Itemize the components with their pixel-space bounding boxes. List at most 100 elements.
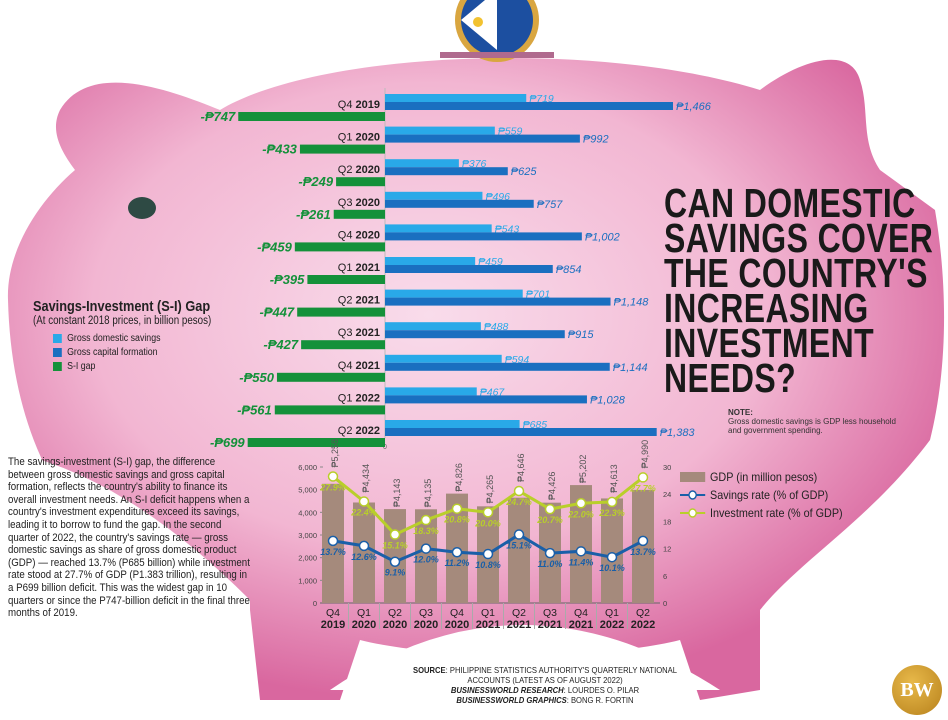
headline-line: NEEDS? (664, 355, 797, 401)
legend-item: Gross capital formation (53, 347, 220, 358)
capital-formation-value-label: ₱1,148 (614, 297, 650, 309)
gap-bar (247, 438, 385, 447)
right-tick-label: 18 (663, 517, 671, 526)
gdp-value-label: ₱5,258 (330, 439, 340, 468)
investment-rate-point (358, 496, 370, 507)
investment-rate-label: 22.0% (567, 509, 594, 519)
quarter-label: Q4 (338, 229, 356, 241)
capital-formation-bar (385, 330, 565, 339)
headline-line: SAVINGS COVER (664, 215, 934, 261)
investment-rate-point (606, 496, 618, 508)
gdp-bar (570, 485, 592, 603)
investment-rate-label: 24.7% (505, 497, 532, 507)
savings-rate-label: 11.0% (538, 559, 563, 569)
gdp-bar (632, 489, 654, 603)
gap-bar (299, 144, 385, 154)
left-tick-label: 4,000 (298, 508, 317, 517)
quarter-label: Q4 (338, 99, 356, 111)
year-label: 2021 (569, 619, 593, 631)
gdp-value-label: ₱5,202 (578, 455, 588, 484)
gap-value-label: -₱427 (263, 337, 298, 352)
category-label: Q2 2022 (338, 425, 380, 437)
quarter-label: Q2 (388, 607, 402, 619)
year-label: 2020 (352, 619, 376, 631)
legend-item: GDP (in million pesos) (680, 468, 843, 486)
year-label: 2020 (356, 164, 380, 176)
investment-rate-label: 18.3% (413, 526, 439, 536)
right-tick-label: 24 (663, 490, 671, 499)
legend-item: S-I gap (53, 361, 220, 372)
headline-line: INCREASING (664, 285, 869, 331)
capital-formation-value-label: ₱1,002 (585, 231, 620, 243)
right-tick-label: 12 (663, 545, 671, 554)
savings-bar (385, 159, 459, 168)
savings-rate-label: 11.2% (445, 558, 470, 568)
year-label: 2021 (476, 619, 500, 631)
savings-bar (385, 354, 502, 363)
savings-bar (385, 322, 481, 331)
note-text: Gross domestic savings is GDP less house… (728, 417, 896, 435)
gdp-value-label: ₱4,990 (640, 440, 650, 469)
quarter-label: Q1 (481, 607, 495, 619)
category-label: Q1 2022 (338, 392, 380, 404)
legend-label: Gross capital formation (67, 347, 158, 358)
left-tick-label: 3,000 (298, 531, 317, 540)
investment-rate-point (420, 514, 432, 526)
capital-formation-bar (385, 362, 610, 371)
quarter-label: Q3 (338, 327, 356, 339)
legend-item: Gross domestic savings (53, 333, 220, 344)
right-tick-label: 0 (663, 599, 667, 608)
right-tick-label: 30 (663, 463, 671, 472)
year-label: 2021 (356, 327, 380, 339)
quarter-label: Q2 (338, 295, 356, 307)
investment-rate-label: 27.7% (629, 483, 656, 493)
gap-value-label: -₱459 (257, 239, 292, 254)
source-text: PHILIPPINE STATISTICS AUTHORITY'S QUARTE… (449, 665, 678, 685)
savings-rate-label: 13.7% (630, 547, 656, 557)
savings-rate-point (451, 546, 463, 558)
legend-item: Investment rate (% of GDP) (680, 504, 843, 522)
left-tick-label: 6,000 (298, 463, 317, 472)
capital-formation-bar (385, 428, 657, 436)
gdp-value-label: ₱4,135 (423, 479, 433, 508)
savings-rate-point (358, 540, 370, 552)
savings-rate-point (637, 535, 649, 547)
investment-rate-point (513, 485, 525, 497)
investment-rate-point (544, 503, 556, 515)
capital-formation-bar (385, 167, 508, 176)
coin-icon (440, 0, 554, 62)
investment-rate-label: 27.9% (319, 483, 346, 493)
year-label: 2022 (356, 425, 380, 437)
quarter-label: Q2 (338, 164, 356, 176)
savings-bar (385, 191, 483, 200)
legend-label: Investment rate (% of GDP) (710, 506, 843, 520)
left-tick-label: 0 (313, 599, 317, 608)
savings-rate-label: 13.7% (320, 547, 346, 557)
gdp-bar (415, 509, 437, 603)
quarter-label: Q1 (338, 262, 356, 274)
capital-formation-bar (385, 102, 673, 110)
category-label: Q4 2021 (338, 360, 380, 372)
capital-formation-value-label: ₱915 (568, 329, 595, 341)
investment-rate-label: 20.0% (474, 518, 501, 528)
category-label: Q1 2021 (338, 262, 380, 274)
left-tick-label: 1,000 (298, 576, 317, 585)
chart-title: Savings-Investment (S-I) Gap (33, 298, 211, 315)
capital-formation-bar (385, 265, 553, 273)
year-label: 2019 (356, 99, 380, 111)
investment-rate-label: 22.3% (598, 508, 625, 518)
investment-rate-point (482, 507, 494, 518)
capital-formation-value-label: ₱1,028 (590, 394, 626, 406)
capital-formation-bar (385, 395, 587, 404)
gdp-bar (601, 498, 623, 603)
year-label: 2021 (356, 360, 380, 372)
savings-bar (385, 224, 492, 233)
investment-rate-point (389, 529, 401, 540)
savings-rate-point (482, 548, 494, 560)
quarter-label: Q1 (338, 392, 356, 404)
year-label: 2020 (356, 229, 380, 241)
quarter-label: Q2 (636, 607, 650, 619)
savings-rate-point (606, 551, 618, 563)
capital-formation-bar (385, 199, 534, 208)
